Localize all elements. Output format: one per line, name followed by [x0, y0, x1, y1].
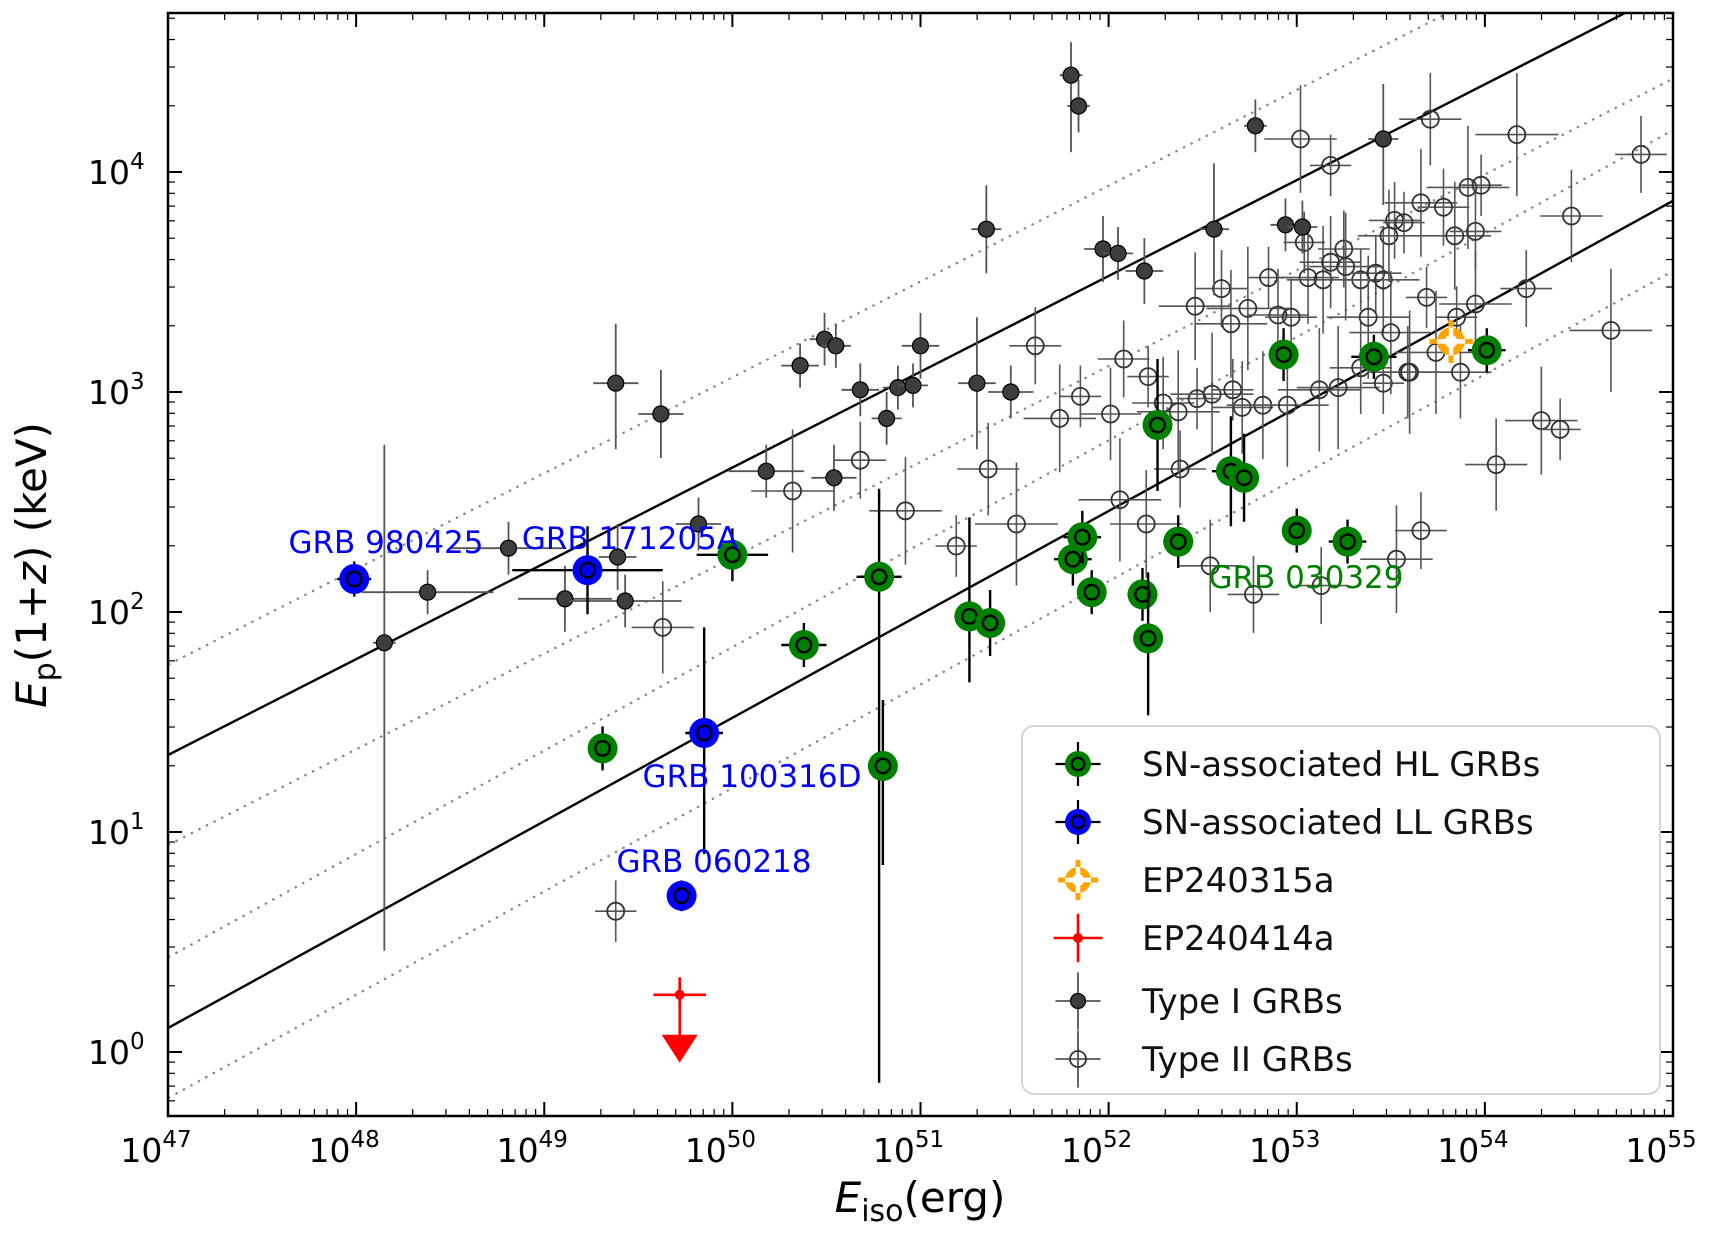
legend-item-ep414: EP240414a: [1053, 913, 1335, 963]
sigma-band-line-5: [168, 270, 1673, 1100]
annotation-label: GRB 060218: [616, 844, 811, 880]
legend-label: SN-associated HL GRBs: [1142, 745, 1540, 785]
y-tick-label: 104: [88, 149, 145, 192]
legend-label: Type I GRBs: [1141, 982, 1343, 1022]
axis-ticks: [167, 13, 1674, 1116]
series-ep315: [1429, 319, 1473, 364]
legend: SN-associated HL GRBs SN-associated LL GR…: [1021, 725, 1661, 1095]
x-tick-label: 1053: [1249, 1127, 1320, 1170]
legend-item-hl: SN-associated HL GRBs: [1055, 742, 1540, 786]
fit-line-1: [168, 199, 1673, 1030]
legend-label: Type II GRBs: [1141, 1040, 1353, 1080]
annotation-label: GRB 171205A: [522, 521, 738, 557]
legend-item-ll: SN-associated LL GRBs: [1055, 800, 1534, 844]
legend-label: SN-associated LL GRBs: [1142, 803, 1534, 843]
legend-item-type1: Type I GRBs: [1055, 972, 1343, 1030]
annotation-label: GRB 030329: [1208, 560, 1403, 596]
y-axis-title: Ep(1+z) (keV): [7, 422, 63, 708]
series-hl: [587, 328, 1506, 1083]
legend-box: [1021, 725, 1661, 1095]
sigma-band-line-4: [168, 129, 1673, 959]
legend-item-ep315: EP240315a: [1057, 859, 1335, 901]
series-ll: [337, 526, 723, 912]
sigma-band-line-3: [168, 77, 1673, 847]
x-axis-title: Eiso(erg): [835, 1173, 1006, 1229]
y-tick-label: 100: [88, 1029, 145, 1072]
legend-item-type2: Type II GRBs: [1055, 1030, 1353, 1088]
annotation-label: GRB 100316D: [643, 759, 862, 795]
series-type2: [595, 73, 1667, 942]
annotation-label: GRB 980425: [288, 525, 483, 561]
legend-label: EP240414a: [1142, 919, 1335, 959]
series-type1: [361, 42, 1399, 951]
legend-label: EP240315a: [1142, 861, 1335, 901]
sigma-band-line-2: [168, 13, 1451, 666]
series-ep414: [653, 977, 707, 1063]
upper-limit-arrow-icon: [661, 1034, 698, 1063]
plot-area: [168, 13, 1673, 1100]
